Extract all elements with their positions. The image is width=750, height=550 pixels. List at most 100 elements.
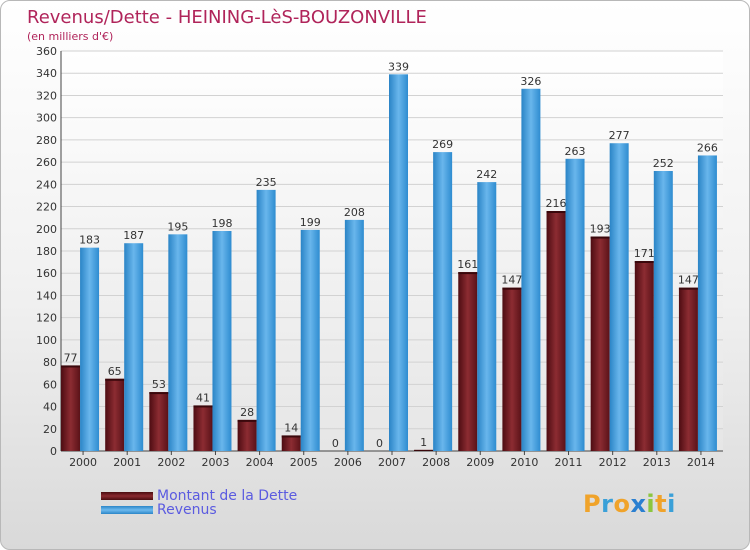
y-tick-label: 360 (36, 45, 57, 58)
bar-dette (634, 261, 654, 451)
bar-revenus (609, 143, 629, 451)
bar-dette-cap (61, 365, 81, 368)
x-tick-label: 2000 (69, 456, 97, 469)
data-label-revenus: 198 (211, 217, 232, 230)
bar-revenus (256, 189, 276, 451)
y-tick-label: 300 (36, 112, 57, 125)
bar-revenus (389, 74, 408, 451)
bar-revenus (477, 182, 497, 451)
bar-revenus (124, 243, 144, 451)
data-label-dette: 193 (590, 223, 611, 236)
legend-item-dette: Montant de la Dette (101, 488, 297, 504)
bar-dette-cap (634, 261, 654, 263)
bar-dette (193, 405, 213, 451)
x-tick-label: 2002 (157, 456, 185, 469)
bar-dette (502, 287, 522, 451)
bar-dette-cap (105, 378, 125, 381)
bar-revenus (653, 171, 673, 451)
data-label-dette: 65 (108, 365, 122, 378)
data-label-dette: 14 (284, 421, 298, 434)
y-tick-label: 240 (36, 178, 57, 191)
y-tick-label: 280 (36, 134, 57, 147)
x-tick-label: 2006 (334, 456, 362, 469)
x-tick-label: 2012 (599, 456, 627, 469)
data-label-dette: 171 (634, 247, 655, 260)
x-tick-label: 2003 (201, 456, 229, 469)
data-label-revenus: 183 (79, 234, 100, 247)
data-label-revenus: 277 (609, 129, 630, 142)
data-label-revenus: 266 (697, 141, 718, 154)
x-tick-label: 2007 (378, 456, 406, 469)
logo-letter: i (646, 490, 656, 518)
bar-revenus (521, 88, 541, 452)
data-label-revenus: 195 (167, 220, 188, 233)
legend-label-dette: Montant de la Dette (157, 488, 298, 504)
data-label-dette: 147 (501, 274, 522, 287)
bar-dette-cap (193, 405, 213, 408)
data-label-revenus: 208 (344, 206, 365, 219)
y-tick-label: 340 (36, 67, 57, 80)
bar-dette-cap (590, 236, 610, 239)
y-tick-label: 260 (36, 156, 57, 169)
y-tick-label: 0 (50, 445, 57, 458)
bar-dette (105, 378, 125, 451)
logo-letter: i (667, 490, 676, 518)
legend-item-revenus: Revenus (101, 502, 217, 518)
bar-revenus (300, 229, 320, 451)
bar-dette (149, 392, 169, 451)
logo-letter: P (583, 490, 602, 518)
data-label-revenus: 252 (653, 157, 674, 170)
chart-subtitle: (en milliers d'€) (27, 30, 114, 43)
y-tick-label: 180 (36, 245, 57, 258)
legend-swatch-revenus (101, 506, 153, 514)
logo-letter: t (655, 490, 668, 518)
y-tick-label: 80 (43, 356, 57, 369)
bar-revenus (344, 219, 364, 451)
x-tick-label: 2004 (246, 456, 274, 469)
bar-revenus (433, 152, 453, 451)
logo-letter: x (630, 490, 647, 518)
data-label-revenus: 263 (565, 145, 586, 158)
data-label-dette: 1 (420, 436, 427, 449)
x-tick-label: 2011 (555, 456, 583, 469)
chart-title: Revenus/Dette - HEINING-LèS-BOUZONVILLE (27, 7, 427, 28)
y-tick-label: 100 (36, 334, 57, 347)
bar-dette (590, 236, 610, 451)
legend-label-revenus: Revenus (157, 502, 217, 518)
x-tick-label: 2014 (687, 456, 715, 469)
y-tick-label: 320 (36, 89, 57, 102)
bar-revenus (168, 234, 188, 451)
y-tick-label: 140 (36, 289, 57, 302)
data-label-revenus: 269 (432, 138, 453, 151)
bar-dette-cap (149, 392, 169, 395)
proxiti-logo: Proxiti (583, 490, 676, 518)
bar-dette-cap (281, 435, 301, 438)
y-tick-label: 200 (36, 223, 57, 236)
x-tick-label: 2010 (510, 456, 538, 469)
x-tick-label: 2013 (643, 456, 671, 469)
bar-dette (458, 272, 478, 451)
bar-dette-cap (458, 272, 478, 275)
data-label-dette: 0 (376, 437, 383, 450)
bar-dette (281, 435, 301, 451)
bar-dette (237, 419, 257, 451)
bar-dette-cap (414, 449, 434, 451)
legend-swatch-dette (101, 492, 153, 500)
data-label-revenus: 326 (520, 75, 541, 88)
data-label-dette: 216 (546, 197, 567, 210)
data-label-revenus: 339 (388, 60, 409, 73)
y-tick-label: 20 (43, 423, 57, 436)
bar-dette-cap (502, 287, 522, 290)
y-tick-label: 40 (43, 401, 57, 414)
x-tick-label: 2008 (422, 456, 450, 469)
x-tick-label: 2001 (113, 456, 141, 469)
data-label-dette: 28 (240, 406, 254, 419)
logo-letter: o (613, 490, 631, 518)
bar-dette (678, 287, 698, 451)
data-label-revenus: 187 (123, 229, 144, 242)
bar-dette-cap (237, 419, 257, 422)
bar-revenus (80, 247, 100, 451)
y-tick-label: 160 (36, 267, 57, 280)
